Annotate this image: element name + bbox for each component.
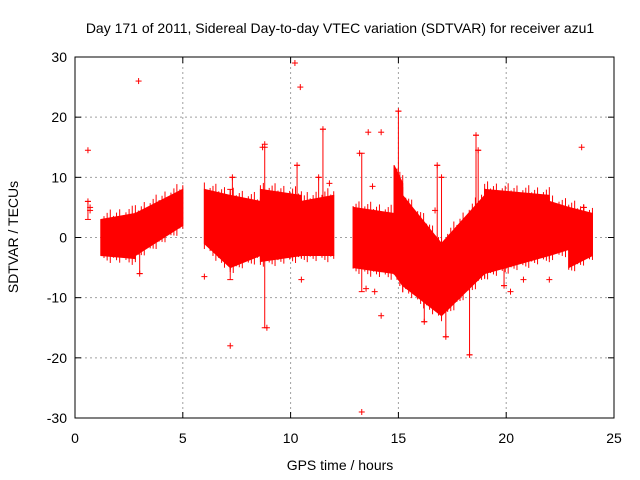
data-point-10 xyxy=(259,144,266,151)
data-band-0 xyxy=(100,212,136,260)
data-series-azu1 xyxy=(84,60,593,415)
data-point-22 xyxy=(369,183,376,190)
data-point-27 xyxy=(395,108,402,115)
data-band-5 xyxy=(300,194,335,257)
data-point-25 xyxy=(371,288,378,295)
y-tick-label--30: -30 xyxy=(47,410,67,426)
data-point-39 xyxy=(546,276,553,283)
y-tick-label--10: -10 xyxy=(47,290,67,306)
data-point-29 xyxy=(432,207,439,214)
data-point-32 xyxy=(438,174,445,181)
data-point-37 xyxy=(507,288,514,295)
data-point-9 xyxy=(261,141,268,148)
y-tick-label-30: 30 xyxy=(51,49,67,65)
data-point-38 xyxy=(520,276,527,283)
x-tick-label-25: 25 xyxy=(606,430,622,446)
data-point-20 xyxy=(356,150,363,157)
data-point-16 xyxy=(319,126,326,133)
data-point-5 xyxy=(136,270,143,277)
data-point-14 xyxy=(294,162,301,169)
y-axis-label: SDTVAR / TECUs xyxy=(5,181,21,293)
y-tick-label--20: -20 xyxy=(47,350,67,366)
data-point-30 xyxy=(434,162,441,169)
data-point-12 xyxy=(291,60,298,67)
data-point-40 xyxy=(578,144,585,151)
data-point-18 xyxy=(326,180,333,187)
axis-ticks: 0 5 10 15 20 25 -30 -20 -10 0 10 20 30 xyxy=(47,49,622,446)
data-point-6 xyxy=(201,273,208,280)
y-tick-label-0: 0 xyxy=(59,230,67,246)
x-tick-label-5: 5 xyxy=(179,430,187,446)
data-point-28 xyxy=(421,318,428,325)
data-point-33 xyxy=(466,351,473,358)
data-point-34 xyxy=(473,132,480,139)
data-band-2 xyxy=(203,188,231,269)
chart-title: Day 171 of 2011, Sidereal Day-to-day VTE… xyxy=(86,20,595,36)
data-point-17 xyxy=(315,174,322,181)
x-tick-label-10: 10 xyxy=(283,430,299,446)
data-point-0 xyxy=(84,147,91,154)
x-tick-label-20: 20 xyxy=(498,430,514,446)
data-point-8 xyxy=(229,174,236,181)
data-point-26 xyxy=(363,285,370,292)
data-point-35 xyxy=(475,147,482,154)
data-point-23 xyxy=(378,129,385,136)
data-point-19 xyxy=(358,408,365,415)
data-point-41 xyxy=(580,204,587,211)
x-tick-label-15: 15 xyxy=(391,430,407,446)
data-point-13 xyxy=(297,84,304,91)
x-axis-label: GPS time / hours xyxy=(287,457,394,473)
y-tick-label-10: 10 xyxy=(51,169,67,185)
data-point-36 xyxy=(501,282,508,289)
data-point-1 xyxy=(84,198,91,205)
data-point-24 xyxy=(378,312,385,319)
y-tick-label-20: 20 xyxy=(51,109,67,125)
data-point-11 xyxy=(263,324,270,331)
x-tick-label-0: 0 xyxy=(71,430,79,446)
data-point-4 xyxy=(135,78,142,85)
data-point-21 xyxy=(365,129,372,136)
data-point-3 xyxy=(87,207,94,214)
data-point-31 xyxy=(442,333,449,340)
data-point-7 xyxy=(227,342,234,349)
data-point-15 xyxy=(298,276,305,283)
